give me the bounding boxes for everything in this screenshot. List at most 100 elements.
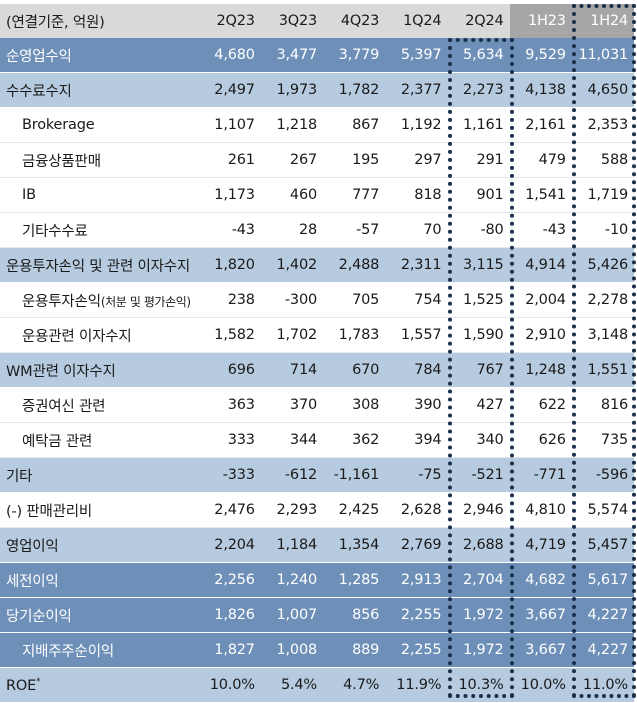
table-cell-1h24: 2,353 <box>571 107 634 143</box>
table-cell-3q23: 1,184 <box>260 527 323 563</box>
table-row: 금융상품판매 261 267 195 297 291 479 588 <box>0 142 634 178</box>
table-cell-3q23: 460 <box>260 177 323 213</box>
table-cell-4q23: 195 <box>323 142 386 178</box>
table-cell-1h24: 735 <box>571 422 634 458</box>
table-cell-2q23: -333 <box>198 457 261 493</box>
table-cell-3q23: 28 <box>260 212 323 248</box>
table-row: 기타 -333 -612 -1,161 -75 -521 -771 -596 <box>0 457 634 493</box>
table-cell-1h23: 1,541 <box>509 177 572 213</box>
table-cell-2q24: -80 <box>447 212 510 248</box>
table-cell-1h23: 3,667 <box>509 632 572 668</box>
table-cell-1q24: 2,377 <box>385 72 448 108</box>
financial-table: (연결기준, 억원) 2Q23 3Q23 4Q23 1Q24 2Q24 1H23… <box>0 4 634 703</box>
table-body: 순영업수익 4,680 3,477 3,779 5,397 5,634 9,529 11,03… <box>0 38 634 703</box>
table-cell-1h24: 4,227 <box>571 597 634 633</box>
table-cell-2q23: -43 <box>198 212 261 248</box>
table-cell-2q23: 696 <box>198 352 261 388</box>
table-cell-2q23: 1,827 <box>198 632 261 668</box>
row-label: 증권여신 관련 <box>0 387 199 423</box>
table-cell-1h23: 1,248 <box>509 352 572 388</box>
table-cell-1h24: 11.0% <box>571 667 634 703</box>
table-cell-1h23: 4,810 <box>509 492 572 528</box>
table-row: 지배주주순이익 1,827 1,008 889 2,255 1,972 3,667 4,227 <box>0 632 634 668</box>
row-label-text: 금융상품판매 <box>22 153 101 170</box>
table-cell-2q24: 2,273 <box>447 72 510 108</box>
table-cell-1h23: 2,004 <box>509 282 572 318</box>
table-row: 기타수수료 -43 28 -57 70 -80 -43 -10 <box>0 212 634 248</box>
col-header-1h23: 1H23 <box>509 4 572 38</box>
table-cell-3q23: 1,973 <box>260 72 323 108</box>
table-cell-2q24: 291 <box>447 142 510 178</box>
table-cell-2q23: 1,173 <box>198 177 261 213</box>
row-label: 영업이익 <box>0 527 199 563</box>
table-cell-1h24: -596 <box>571 457 634 493</box>
table-cell-1q24: 784 <box>385 352 448 388</box>
row-label: IB <box>0 177 199 213</box>
table-cell-2q23: 10.0% <box>198 667 261 703</box>
row-label: 기타수수료 <box>0 212 199 248</box>
table-cell-4q23: 1,782 <box>323 72 386 108</box>
table-cell-3q23: 2,293 <box>260 492 323 528</box>
row-label-text: 운용관련 이자수지 <box>22 328 132 345</box>
row-label-text: 수수료수지 <box>6 83 72 100</box>
table-cell-2q24: 340 <box>447 422 510 458</box>
table-cell-3q23: 344 <box>260 422 323 458</box>
table-cell-2q24: 1,590 <box>447 317 510 353</box>
table-cell-3q23: 5.4% <box>260 667 323 703</box>
row-label: 금융상품판매 <box>0 142 199 178</box>
table-cell-4q23: 2,425 <box>323 492 386 528</box>
row-label: WM관련 이자수지 <box>0 352 199 388</box>
table-cell-1h24: 1,719 <box>571 177 634 213</box>
row-label-text: 증권여신 관련 <box>22 398 106 415</box>
table-cell-4q23: 705 <box>323 282 386 318</box>
table-row: WM관련 이자수지 696 714 670 784 767 1,248 1,551 <box>0 352 634 388</box>
table-cell-2q24: 5,634 <box>447 38 510 73</box>
table-cell-1h23: -771 <box>509 457 572 493</box>
row-label: Brokerage <box>0 107 199 143</box>
table-cell-4q23: 2,488 <box>323 247 386 283</box>
table-cell-1h24: 5,617 <box>571 562 634 598</box>
table-cell-1h23: -43 <box>509 212 572 248</box>
table-cell-1q24: 754 <box>385 282 448 318</box>
row-label: 지배주주순이익 <box>0 632 199 668</box>
table-row: 예탁금 관련 333 344 362 394 340 626 735 <box>0 422 634 458</box>
col-header-1h24: 1H24 <box>571 4 634 38</box>
table-cell-3q23: 370 <box>260 387 323 423</box>
table-cell-1q24: 394 <box>385 422 448 458</box>
table-cell-3q23: -612 <box>260 457 323 493</box>
table-cell-4q23: 889 <box>323 632 386 668</box>
table-cell-1q24: 70 <box>385 212 448 248</box>
table-cell-2q23: 2,476 <box>198 492 261 528</box>
table-cell-2q24: 1,972 <box>447 597 510 633</box>
table-cell-3q23: 3,477 <box>260 38 323 73</box>
table-cell-2q24: 10.3% <box>447 667 510 703</box>
row-label-text: 세전이익 <box>6 573 59 590</box>
table-row: 세전이익 2,256 1,240 1,285 2,913 2,704 4,682 5,617 <box>0 562 634 598</box>
table-cell-2q24: 3,115 <box>447 247 510 283</box>
table-cell-1q24: 1,557 <box>385 317 448 353</box>
table-cell-2q24: 427 <box>447 387 510 423</box>
table-cell-1q24: 390 <box>385 387 448 423</box>
table-row: Brokerage 1,107 1,218 867 1,192 1,161 2,161 2,3… <box>0 107 634 143</box>
table-cell-1h23: 626 <box>509 422 572 458</box>
table-cell-4q23: 1,783 <box>323 317 386 353</box>
table-cell-2q23: 238 <box>198 282 261 318</box>
row-label-text: 기타 <box>6 468 33 485</box>
table-cell-1q24: 818 <box>385 177 448 213</box>
table-cell-1h23: 622 <box>509 387 572 423</box>
table-cell-1h24: 5,574 <box>571 492 634 528</box>
table-cell-3q23: 1,402 <box>260 247 323 283</box>
table-row: 운용투자손익(처분 및 평가손익) 238 -300 705 754 1,525 2,004… <box>0 282 634 318</box>
table-header-row: (연결기준, 억원) 2Q23 3Q23 4Q23 1Q24 2Q24 1H23… <box>0 4 634 38</box>
table-cell-1h23: 3,667 <box>509 597 572 633</box>
table-cell-4q23: 856 <box>323 597 386 633</box>
table-cell-2q23: 363 <box>198 387 261 423</box>
table-cell-1h24: 4,650 <box>571 72 634 108</box>
table-cell-4q23: 670 <box>323 352 386 388</box>
table-row: (-) 판매관리비 2,476 2,293 2,425 2,628 2,946 4,810 5… <box>0 492 634 528</box>
table-cell-1q24: 2,255 <box>385 632 448 668</box>
table-row: 운용투자손익 및 관련 이자수지 1,820 1,402 2,488 2,311 3,11… <box>0 247 634 283</box>
table-cell-1q24: -75 <box>385 457 448 493</box>
table-cell-2q24: 1,161 <box>447 107 510 143</box>
table-cell-1q24: 2,255 <box>385 597 448 633</box>
